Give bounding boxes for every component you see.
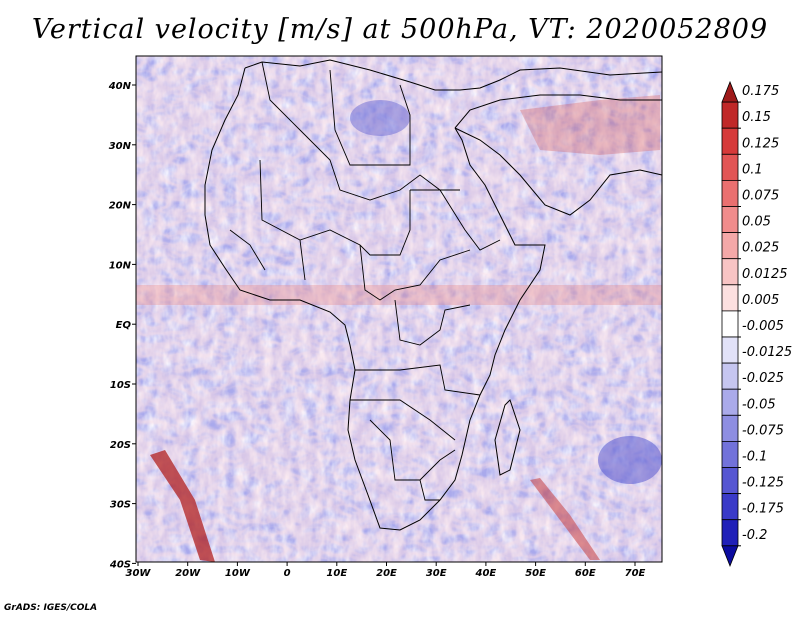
colorbar-label: -0.125 xyxy=(742,476,784,491)
colorbar-segment xyxy=(721,388,739,416)
lon-tick-label: 60E xyxy=(575,568,596,579)
mediterranean-low xyxy=(350,100,410,136)
lon-tick-label: 0 xyxy=(284,568,291,579)
colorbar-label: -0.05 xyxy=(742,397,776,412)
colorbar-segment xyxy=(721,179,739,207)
lat-tick-label: 30S xyxy=(110,500,131,511)
colorbar-label: -0.0125 xyxy=(742,345,792,360)
colorbar-bottom-arrow xyxy=(721,545,739,567)
lon-tick-label: 30W xyxy=(126,568,152,579)
colorbar-label: -0.1 xyxy=(742,450,767,465)
colorbar-segment xyxy=(721,467,739,495)
colorbar-segment xyxy=(721,310,739,338)
colorbar-segment xyxy=(721,284,739,312)
lon-tick-label: 20W xyxy=(175,568,201,579)
colorbar-label: 0.15 xyxy=(742,110,771,125)
lon-tick-label: 70E xyxy=(625,568,646,579)
lat-tick-label: 10N xyxy=(109,260,132,271)
lat-tick-label: EQ xyxy=(116,320,132,331)
lat-tick-label: 40S xyxy=(109,559,131,570)
lat-tick-label: 40N xyxy=(108,81,132,92)
colorbar-label: 0.1 xyxy=(742,162,763,177)
colorbar-segment xyxy=(721,206,739,234)
colorbar-label: -0.2 xyxy=(742,528,767,543)
velocity-field xyxy=(136,56,662,562)
colorbar-segment xyxy=(721,493,739,521)
colorbar-label: -0.005 xyxy=(742,319,784,334)
longitude-axis: 30W 20W 10W 0 10E 20E 30E 40E 50E 60E 70E xyxy=(126,562,646,579)
map-frame xyxy=(135,55,663,563)
colorbar-segment xyxy=(721,127,739,155)
colorbar-label: 0.05 xyxy=(742,215,771,230)
colorbar: 0.175 0.15 0.125 0.1 0.075 0.05 0.025 0.0125 0.0… xyxy=(721,80,792,567)
indian-ocean-low xyxy=(598,436,662,484)
colorbar-segment xyxy=(721,362,739,390)
colorbar-label: 0.125 xyxy=(742,136,779,151)
itcz-band xyxy=(136,285,662,305)
lon-tick-label: 10E xyxy=(326,568,347,579)
colorbar-segment xyxy=(721,101,739,129)
colorbar-segment xyxy=(721,414,739,442)
lon-tick-label: 20E xyxy=(376,568,397,579)
colorbar-label: -0.075 xyxy=(742,423,784,438)
colorbar-label: 0.175 xyxy=(742,84,779,99)
lat-tick-label: 20N xyxy=(109,201,132,212)
colorbar-label: -0.025 xyxy=(742,371,784,386)
colorbar-segment xyxy=(721,440,739,468)
grads-credit: GrADS: IGES/COLA xyxy=(4,603,98,613)
lon-tick-label: 10W xyxy=(225,568,251,579)
colorbar-label: -0.175 xyxy=(742,502,784,517)
colorbar-segment xyxy=(721,258,739,286)
southern-jet-feature xyxy=(150,450,215,562)
colorbar-segment xyxy=(721,153,739,181)
colorbar-label: 0.0125 xyxy=(742,267,788,282)
colorbar-segment xyxy=(721,232,739,260)
country-borders xyxy=(229,61,501,501)
lon-tick-label: 30E xyxy=(426,568,447,579)
latitude-axis: 40N 30N 20N 10N EQ 10S 20S 30S 40S xyxy=(108,81,136,570)
colorbar-label: 0.005 xyxy=(742,293,779,308)
colorbar-segment xyxy=(721,336,739,364)
southern-ocean-feature xyxy=(530,478,600,560)
lat-tick-label: 20S xyxy=(110,440,131,451)
lat-tick-label: 10S xyxy=(110,380,131,391)
lat-tick-label: 30N xyxy=(109,141,132,152)
middle-east-feature xyxy=(520,95,660,155)
colorbar-label: 0.075 xyxy=(742,189,779,204)
lon-tick-label: 40E xyxy=(475,568,497,579)
chart-title: Vertical velocity [m/s] at 500hPa, VT: 2… xyxy=(31,14,769,45)
coastlines xyxy=(204,59,663,531)
lon-tick-label: 50E xyxy=(525,568,546,579)
colorbar-top-arrow xyxy=(721,80,739,103)
colorbar-label: 0.025 xyxy=(742,241,779,256)
colorbar-segment xyxy=(721,519,739,547)
